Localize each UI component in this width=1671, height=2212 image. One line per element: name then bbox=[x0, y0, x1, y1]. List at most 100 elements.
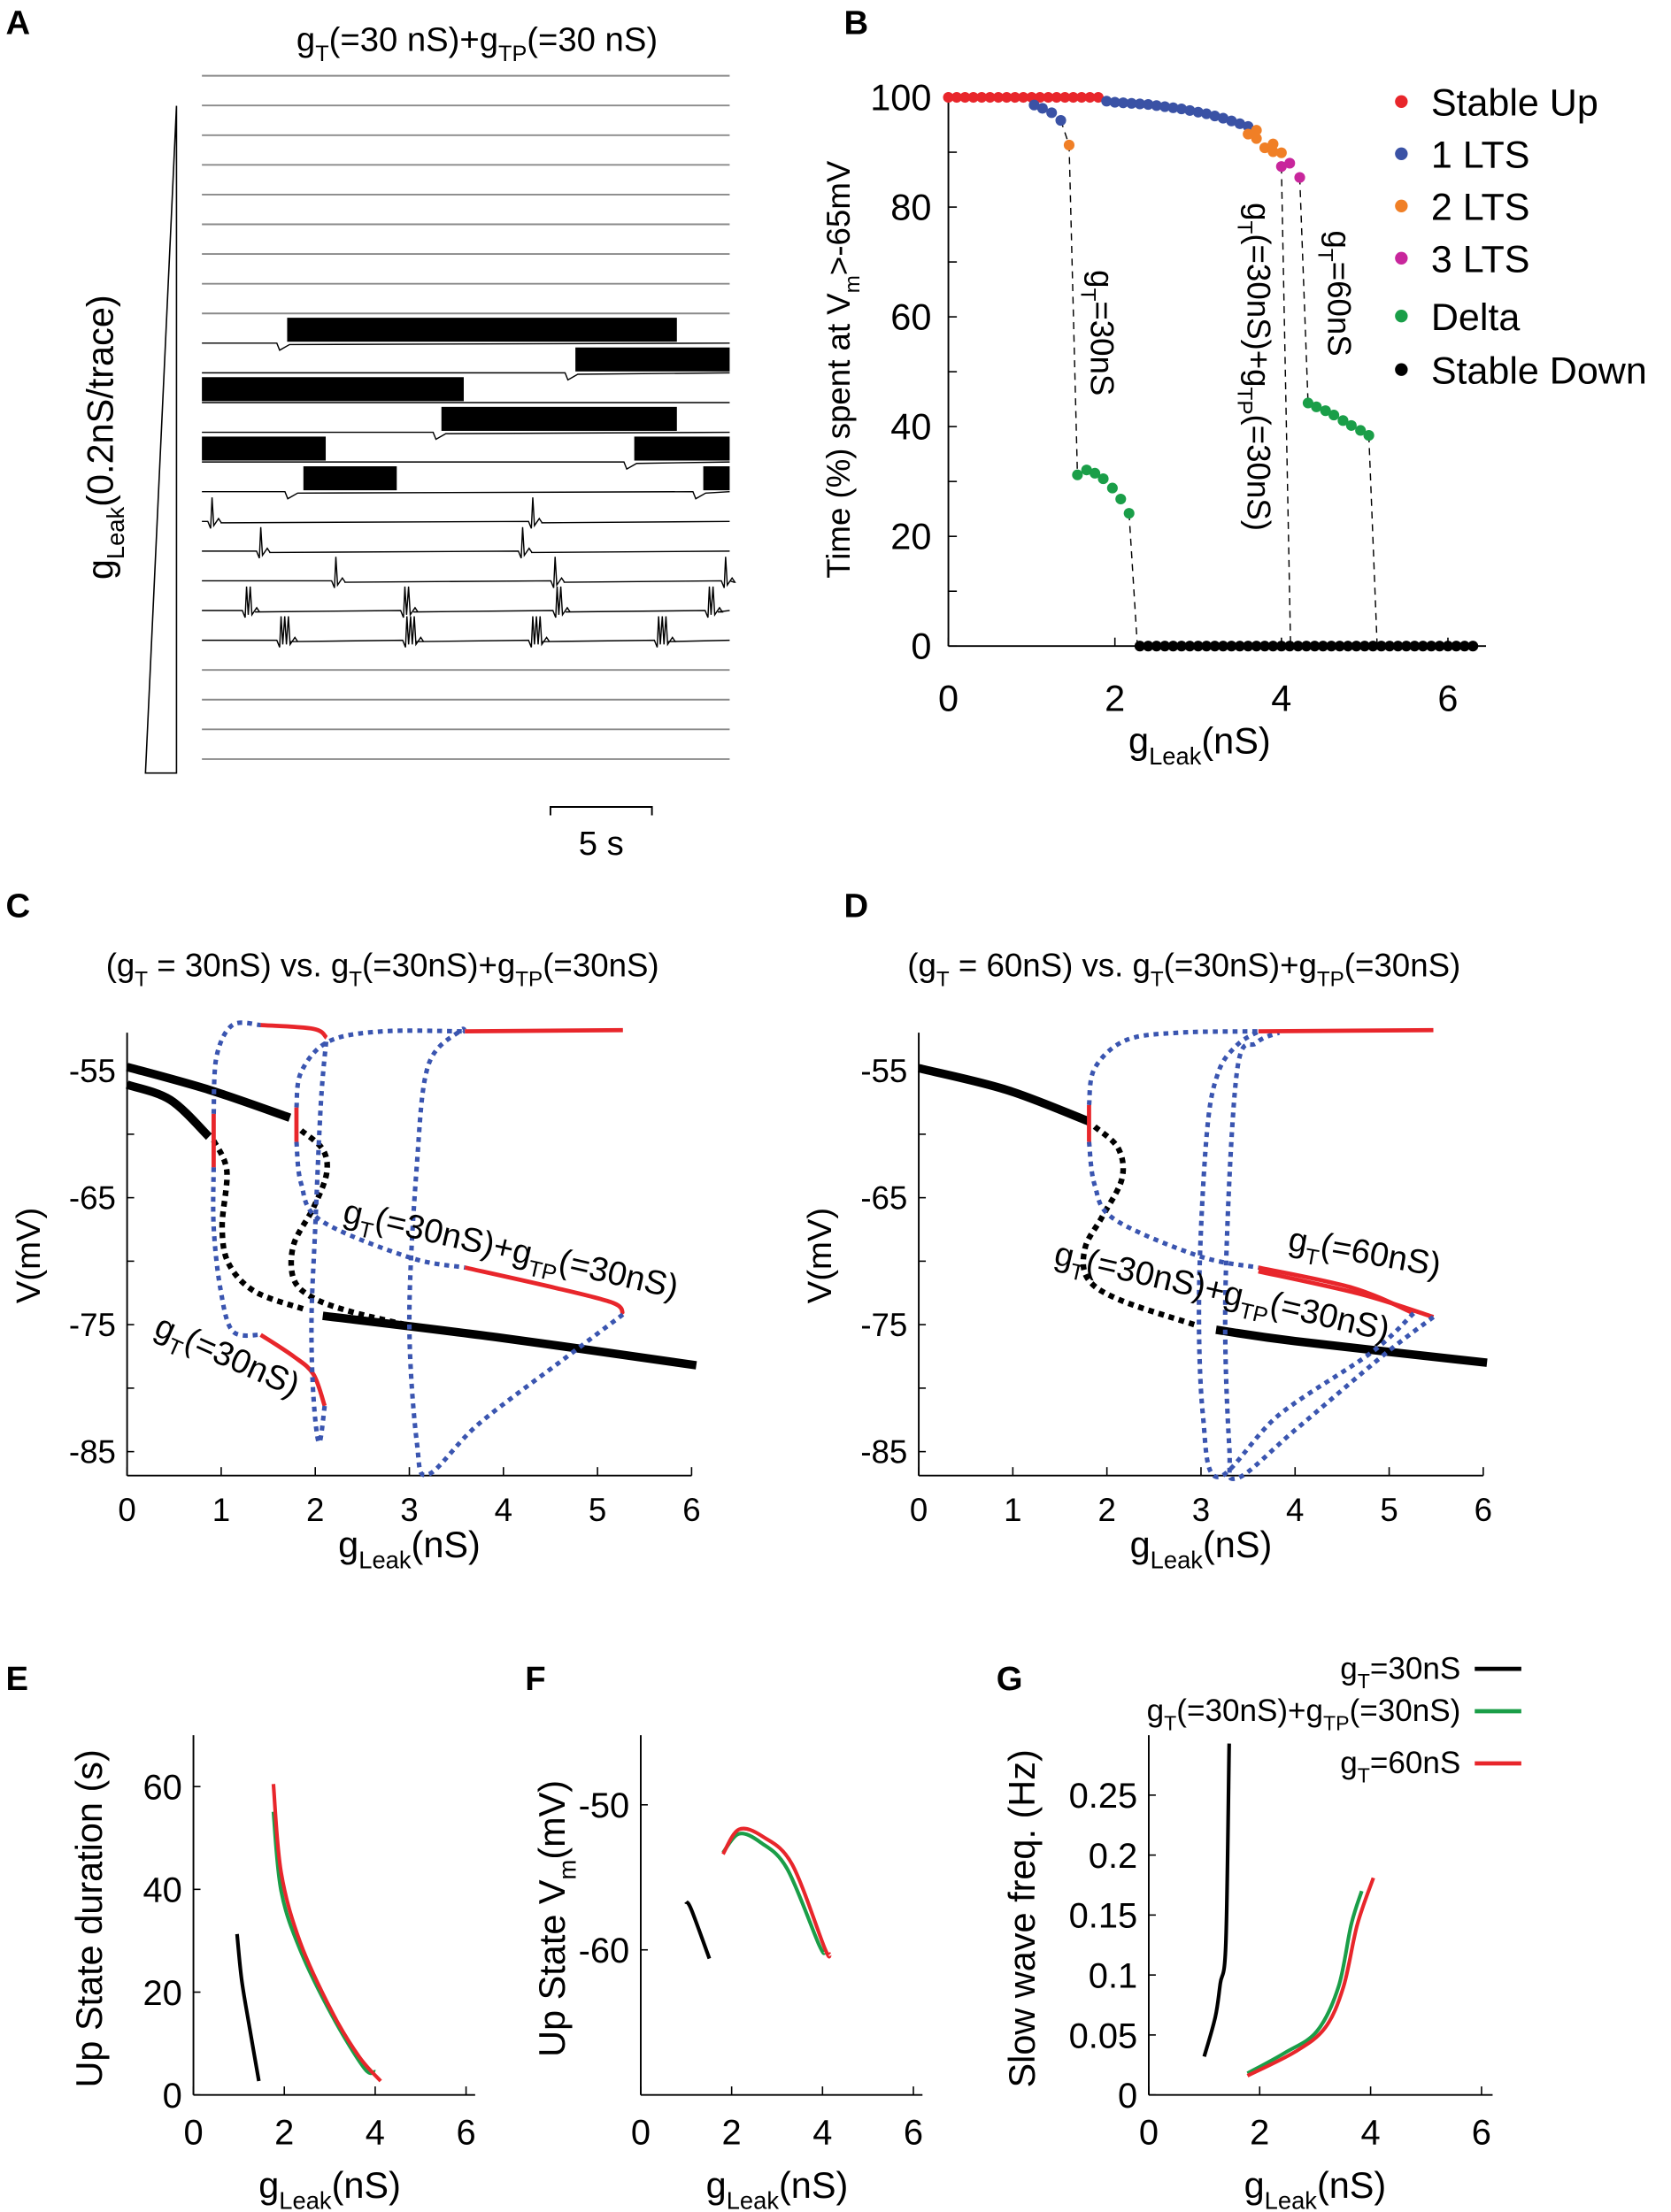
series-line bbox=[721, 1832, 827, 1955]
data-point bbox=[1034, 91, 1046, 104]
subscript: T bbox=[936, 967, 950, 991]
legend-item: Stable Down bbox=[1395, 350, 1647, 393]
text-segment: (0.2nS/trace) bbox=[80, 295, 121, 507]
subscript: m bbox=[553, 1860, 581, 1880]
data-point bbox=[1226, 115, 1237, 127]
unstable-limit-cycle-branch bbox=[211, 1167, 261, 1339]
legend-marker-icon bbox=[1395, 95, 1408, 108]
text-segment: g bbox=[80, 559, 121, 580]
legend-label: gT(=30nS)+gTP(=30nS) bbox=[1147, 1694, 1461, 1735]
text-segment: (nS) bbox=[1203, 1524, 1272, 1565]
gleak-ramp-triangle-icon bbox=[144, 105, 178, 774]
stable-equilibrium-branch bbox=[126, 1063, 292, 1122]
x-tick-label: 4 bbox=[495, 1492, 512, 1528]
data-point bbox=[1209, 111, 1221, 122]
text-segment: g bbox=[1130, 1524, 1151, 1565]
data-point bbox=[1046, 107, 1058, 119]
data-point bbox=[1217, 112, 1229, 124]
trace-line bbox=[202, 490, 730, 500]
data-point bbox=[1134, 641, 1145, 652]
voltage-trace bbox=[202, 377, 730, 403]
panel-label-d: D bbox=[844, 887, 869, 925]
data-point bbox=[1275, 147, 1287, 158]
up-state-block bbox=[202, 377, 464, 402]
data-point bbox=[1234, 118, 1245, 129]
trace-line bbox=[202, 616, 730, 648]
data-point bbox=[1209, 641, 1221, 652]
trace-line bbox=[202, 557, 736, 588]
text-segment: g bbox=[1147, 1694, 1165, 1728]
text-segment: (g bbox=[106, 947, 135, 983]
data-point bbox=[984, 91, 996, 104]
x-tick-label: 6 bbox=[682, 1492, 700, 1528]
panel-a-ylabel: gLeak(0.2nS/trace) bbox=[80, 295, 129, 580]
data-point bbox=[1442, 641, 1454, 652]
text-segment: (nS) bbox=[332, 2164, 401, 2206]
trace-line bbox=[202, 586, 730, 618]
text-segment: (mV) bbox=[531, 1780, 573, 1860]
y-tick-label: 0.05 bbox=[1069, 2016, 1138, 2055]
voltage-trace bbox=[202, 616, 730, 648]
panel-label-b: B bbox=[844, 4, 869, 42]
subscript: TP bbox=[515, 967, 543, 991]
data-point bbox=[1036, 103, 1048, 114]
legend-label: gT=60nS bbox=[1340, 1746, 1460, 1787]
text-segment: (=30nS)+g bbox=[362, 947, 515, 983]
y-axis-title: V(mV) bbox=[801, 1208, 839, 1303]
time-scalebar bbox=[549, 806, 653, 816]
data-point bbox=[1355, 425, 1367, 436]
data-point bbox=[1192, 106, 1204, 118]
voltage-trace bbox=[202, 318, 730, 351]
y-tick-label: 0.2 bbox=[1089, 1837, 1137, 1876]
data-point bbox=[1284, 641, 1296, 652]
x-tick-label: 4 bbox=[1271, 678, 1291, 719]
series-line bbox=[684, 1900, 712, 1960]
curve-annotation: gT=30nS bbox=[1076, 270, 1120, 396]
data-point bbox=[1337, 415, 1349, 426]
text-segment: >-65mV bbox=[820, 160, 857, 275]
subscript: T bbox=[135, 967, 148, 991]
legend-item: 1 LTS bbox=[1395, 134, 1529, 177]
data-point bbox=[1363, 430, 1375, 442]
panel-label-a: A bbox=[6, 4, 31, 42]
data-point bbox=[1251, 133, 1262, 144]
data-point bbox=[1243, 120, 1254, 132]
data-point bbox=[1167, 641, 1179, 652]
data-point bbox=[1115, 493, 1127, 505]
data-point bbox=[1417, 641, 1428, 652]
legend-item: 3 LTS bbox=[1395, 239, 1529, 281]
subscript: Leak bbox=[279, 2186, 332, 2212]
data-point bbox=[1267, 146, 1279, 157]
data-point bbox=[1251, 641, 1262, 652]
subscript: Leak bbox=[1151, 1547, 1204, 1574]
data-point bbox=[1097, 473, 1109, 485]
x-tick-label: 2 bbox=[306, 1492, 324, 1528]
x-tick-label: 6 bbox=[904, 2113, 923, 2152]
data-point bbox=[1134, 98, 1145, 110]
x-tick-label: 1 bbox=[1004, 1492, 1021, 1528]
data-point bbox=[1001, 91, 1013, 104]
legend-label: gT=30nS bbox=[1340, 1651, 1460, 1693]
panel-title: (gT = 60nS) vs. gT(=30nS)+gTP(=30nS) bbox=[907, 947, 1460, 991]
subscript: Leak bbox=[1265, 2186, 1318, 2212]
subscript: T bbox=[315, 42, 328, 66]
text-segment: Time (%) spent at V bbox=[820, 293, 857, 579]
text-segment: g bbox=[1244, 2164, 1265, 2206]
x-tick-label: 5 bbox=[589, 1492, 606, 1528]
text-segment: g bbox=[338, 1524, 358, 1565]
up-state-block bbox=[303, 466, 397, 491]
y-tick-label: -75 bbox=[69, 1307, 116, 1343]
data-point bbox=[1028, 99, 1040, 111]
x-tick-label: 0 bbox=[183, 2113, 203, 2152]
voltage-trace bbox=[202, 586, 730, 618]
data-point bbox=[1400, 641, 1412, 652]
panel-label-f: F bbox=[525, 1660, 545, 1698]
data-point bbox=[1175, 103, 1188, 115]
x-tick-label: 6 bbox=[1472, 2113, 1491, 2152]
legend-marker-icon bbox=[1395, 251, 1408, 265]
data-point bbox=[1451, 641, 1462, 652]
x-tick-label: 3 bbox=[1192, 1492, 1210, 1528]
data-point bbox=[1123, 508, 1135, 519]
legend-label: 3 LTS bbox=[1431, 239, 1530, 281]
legend-item: gT(=30nS)+gTP(=30nS) bbox=[1147, 1694, 1521, 1735]
